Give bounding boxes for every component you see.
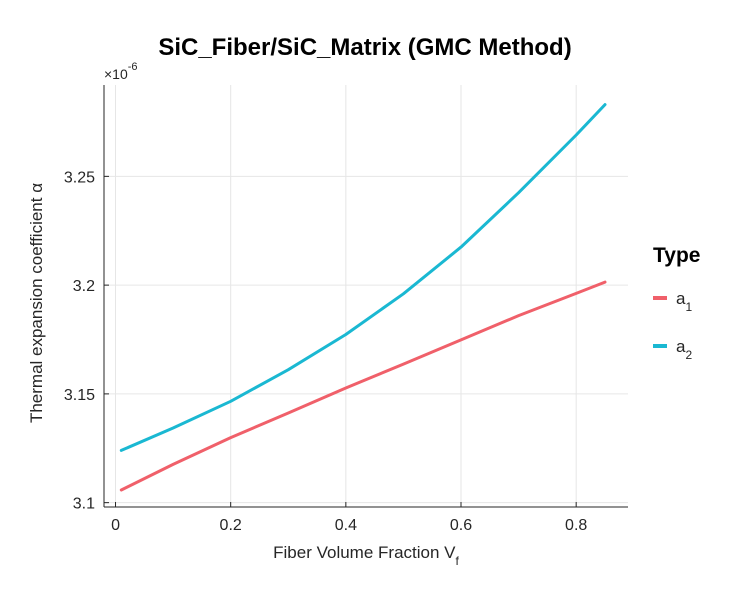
legend-label-main: a <box>676 337 686 356</box>
legend-label-subscript: 2 <box>685 348 692 362</box>
y-exponent-prefix: ×10 <box>104 66 128 82</box>
legend-label-main: a <box>676 289 686 308</box>
x-tick-label: 0.6 <box>450 517 472 534</box>
legend-label-a1: a1 <box>676 289 692 314</box>
y-axis-label: Thermal expansion coefficient α <box>27 183 46 423</box>
x-axis-label-main: Fiber Volume Fraction V <box>273 543 456 562</box>
x-tick-label: 0 <box>111 517 120 534</box>
series-line-a2 <box>119 103 607 452</box>
series-group <box>119 103 607 492</box>
y-tick-label: 3.2 <box>73 278 95 295</box>
legend-label-subscript: 1 <box>685 300 692 314</box>
x-axis-label: Fiber Volume Fraction Vf <box>273 543 459 568</box>
grid <box>104 85 628 507</box>
x-tick-label: 0.2 <box>220 517 242 534</box>
x-tick-label: 0.8 <box>565 517 587 534</box>
x-tick-label: 0.4 <box>335 517 357 534</box>
legend-title: Type <box>653 244 700 267</box>
y-exponent: ×10-6 <box>104 61 138 82</box>
chart-title: SiC_Fiber/SiC_Matrix (GMC Method) <box>158 34 571 61</box>
y-exponent-power: -6 <box>128 61 138 73</box>
series-line-a1 <box>119 280 607 492</box>
y-tick-label: 3.1 <box>73 496 95 513</box>
y-tick-label: 3.25 <box>64 169 95 186</box>
y-ticks: 3.1 3.15 3.2 3.25 <box>64 169 109 513</box>
x-ticks: 0 0.2 0.4 0.6 0.8 <box>111 502 587 534</box>
legend-label-a2: a2 <box>676 337 692 362</box>
x-axis-label-subscript: f <box>456 554 460 568</box>
y-tick-label: 3.15 <box>64 387 95 404</box>
